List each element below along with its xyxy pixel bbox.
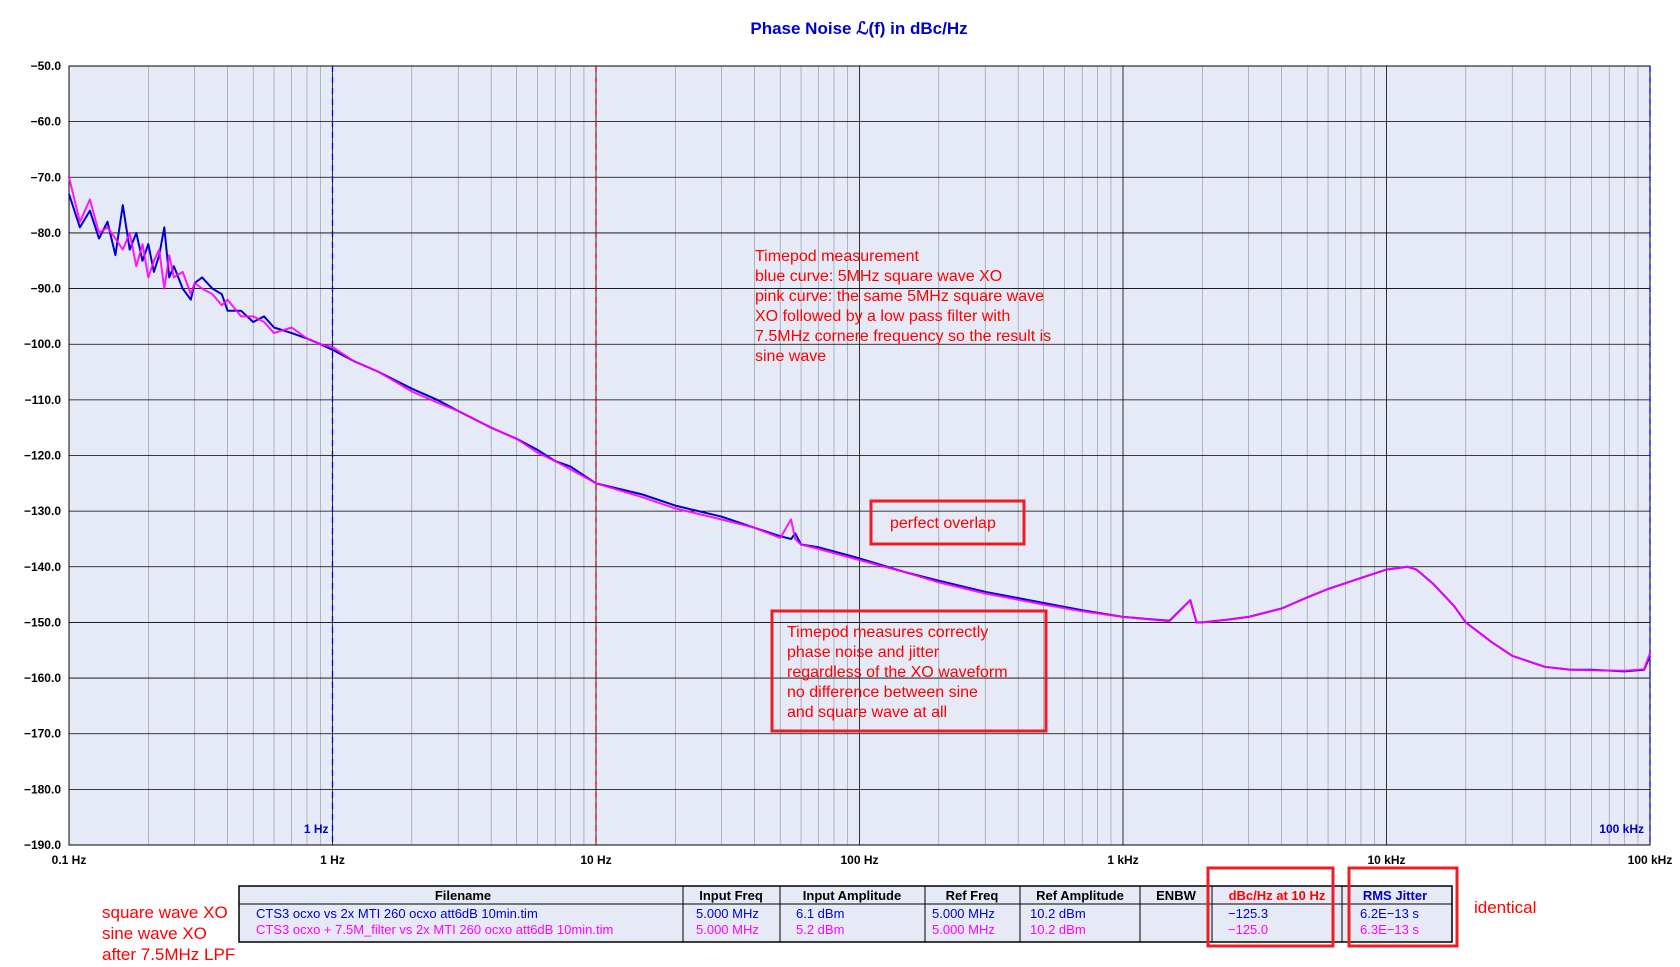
chart-title: Phase Noise ℒ(f) in dBc/Hz <box>750 19 967 38</box>
x-tick-label: 100 Hz <box>840 853 878 867</box>
y-tick-label: −110.0 <box>25 393 62 407</box>
table-cell: 5.000 MHz <box>932 906 995 921</box>
marker-label: 1 Hz <box>304 822 329 836</box>
table-cell: 10.2 dBm <box>1030 906 1086 921</box>
table-header: Input Amplitude <box>803 888 901 903</box>
table-cell: CTS3 ocxo vs 2x MTI 260 ocxo att6dB 10mi… <box>256 906 538 921</box>
x-tick-label: 100 kHz <box>1628 853 1673 867</box>
table-cell: 6.3E−13 s <box>1360 922 1419 937</box>
conclusion-line: regardless of the XO waveform <box>787 664 1008 681</box>
y-axis-tick-labels: −50.0 −60.0 −70.0 −80.0 −90.0 −100.0 −110.0 −12… <box>24 59 61 852</box>
explanation-annotation: Timepod measurement blue curve: 5MHz squ… <box>755 248 1051 365</box>
table-header: Filename <box>435 888 491 903</box>
y-tick-label: −60.0 <box>31 115 62 129</box>
y-tick-label: −140.0 <box>24 560 61 574</box>
table-cell: CTS3 ocxo + 7.5M_filter vs 2x MTI 260 oc… <box>256 922 613 937</box>
table-header: dBc/Hz at 10 Hz <box>1229 888 1326 903</box>
table-cell: 6.1 dBm <box>796 906 844 921</box>
conclusion-line: and square wave at all <box>787 704 947 721</box>
explanation-line: pink curve: the same 5MHz square wave <box>755 288 1044 305</box>
table-header: ENBW <box>1156 888 1196 903</box>
table-header: Ref Amplitude <box>1036 888 1124 903</box>
side-label-sine: sine wave XO <box>102 924 207 943</box>
overlap-box <box>869 499 1026 546</box>
table-cell: 5.000 MHz <box>696 922 759 937</box>
side-label-square: square wave XO <box>102 903 228 922</box>
marker-label: 100 kHz <box>1599 822 1644 836</box>
conclusion-line: no difference between sine <box>787 684 978 701</box>
overlap-text: perfect overlap <box>890 515 996 532</box>
table-cell: −125.3 <box>1228 906 1268 921</box>
table-cell: 5.000 MHz <box>696 906 759 921</box>
table-row: CTS3 ocxo + 7.5M_filter vs 2x MTI 260 oc… <box>256 922 1419 937</box>
conclusion-annotation: Timepod measures correctly phase noise a… <box>770 609 1048 733</box>
x-tick-label: 0.1 Hz <box>52 853 87 867</box>
conclusion-line: Timepod measures correctly <box>787 624 988 641</box>
y-tick-label: −90.0 <box>31 282 62 296</box>
table-cell: 5.2 dBm <box>796 922 844 937</box>
table-header: RMS Jitter <box>1363 888 1427 903</box>
table-cell: −125.0 <box>1228 922 1268 937</box>
table-header: Input Freq <box>699 888 763 903</box>
series-line-2 <box>68 177 1651 672</box>
frequency-markers: 1 Hz 100 kHz <box>304 66 1651 845</box>
x-tick-label: 10 Hz <box>580 853 611 867</box>
table-cell: 10.2 dBm <box>1030 922 1086 937</box>
side-label-lpf: after 7.5MHz LPF <box>102 945 235 964</box>
table-cell: 6.2E−13 s <box>1360 906 1419 921</box>
y-tick-label: −50.0 <box>31 59 62 73</box>
x-tick-label: 1 Hz <box>320 853 345 867</box>
explanation-line: sine wave <box>755 348 826 365</box>
x-axis-tick-labels: 0.1 Hz 1 Hz 10 Hz 100 Hz 1 kHz 10 kHz 100 kHz <box>52 853 1673 867</box>
grid-lines <box>68 65 1651 846</box>
measurement-table: Filename Input Freq Input Amplitude Ref … <box>238 866 1459 948</box>
identical-label: identical <box>1474 898 1536 917</box>
x-tick-label: 10 kHz <box>1367 853 1405 867</box>
table-header: Ref Freq <box>946 888 999 903</box>
dbc-column-highlight <box>1206 866 1335 948</box>
conclusion-box <box>770 609 1048 733</box>
y-tick-label: −100.0 <box>24 337 61 351</box>
jitter-column-highlight <box>1347 866 1459 948</box>
y-tick-label: −120.0 <box>24 449 61 463</box>
table-row: CTS3 ocxo vs 2x MTI 260 ocxo att6dB 10mi… <box>256 906 1419 921</box>
overlap-annotation: perfect overlap <box>869 499 1026 546</box>
y-tick-label: −150.0 <box>24 615 61 629</box>
conclusion-line: phase noise and jitter <box>787 644 940 661</box>
explanation-line: Timepod measurement <box>755 248 919 265</box>
x-tick-label: 1 kHz <box>1107 853 1138 867</box>
explanation-line: blue curve: 5MHz square wave XO <box>755 268 1002 285</box>
y-tick-label: −70.0 <box>31 170 62 184</box>
series-layer <box>68 177 1651 673</box>
y-tick-label: −170.0 <box>24 727 61 741</box>
y-tick-label: −130.0 <box>24 504 61 518</box>
y-tick-label: −160.0 <box>24 671 61 685</box>
y-tick-label: −190.0 <box>24 838 61 852</box>
y-tick-label: −80.0 <box>31 226 62 240</box>
table-cell: 5.000 MHz <box>932 922 995 937</box>
y-tick-label: −180.0 <box>24 782 61 796</box>
explanation-line: XO followed by a low pass filter with <box>755 308 1010 325</box>
explanation-line: 7.5MHz cornere frequency so the result i… <box>755 328 1051 345</box>
table-frame <box>238 885 1453 943</box>
